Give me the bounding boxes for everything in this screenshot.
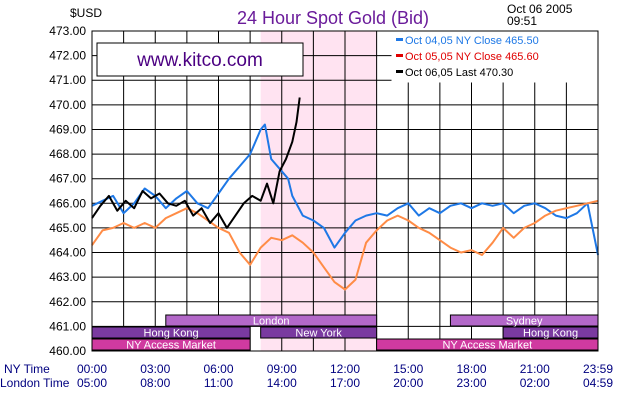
series-line-2 <box>91 199 599 291</box>
chart-series <box>91 97 599 291</box>
ny-time-tick: 06:00 <box>203 362 233 376</box>
ny-time-tick: 09:00 <box>267 362 297 376</box>
session-label: NY Access Market <box>442 340 532 352</box>
chart-title: 24 Hour Spot Gold (Bid) <box>237 8 429 28</box>
session-label: New York <box>295 328 342 340</box>
y-tick-label: 461.00 <box>49 319 86 333</box>
session-label: London <box>253 316 290 328</box>
y-tick-label: 465.00 <box>49 221 86 235</box>
legend-entry: Oct 06,05 Last 470.30 <box>405 67 513 79</box>
london-time-tick: 17:00 <box>330 376 360 390</box>
watermark-box: www.kitco.com <box>96 42 304 77</box>
plot-frame <box>91 30 599 352</box>
session-label: NY Access Market <box>126 340 216 352</box>
y-tick-label: 466.00 <box>49 196 86 210</box>
london-time-tick: 11:00 <box>204 376 233 390</box>
legend-entry: Oct 04,05 NY Close 465.50 <box>405 35 539 47</box>
london-time-label: London Time <box>0 376 70 390</box>
y-tick-label: 467.00 <box>49 172 86 186</box>
ny-time-label: NY Time <box>4 362 50 376</box>
y-tick-label: 469.00 <box>49 122 86 136</box>
y-tick-label: 462.00 <box>49 295 86 309</box>
ny-time-tick: 23:59 <box>583 362 613 376</box>
ny-time-tick: 18:00 <box>456 362 486 376</box>
y-tick-label: 463.00 <box>49 270 86 284</box>
header-date: Oct 06 2005 <box>507 2 573 16</box>
watermark-frame <box>96 42 304 77</box>
y-axis-unit-label: $USD <box>70 6 102 20</box>
header-time: 09:51 <box>507 14 537 28</box>
y-tick-label: 471.00 <box>49 73 86 87</box>
y-tick-label: 470.00 <box>49 98 86 112</box>
watermark-text: www.kitco.com <box>136 50 263 71</box>
london-time-tick: 08:00 <box>140 376 170 390</box>
session-label: Sydney <box>506 316 543 328</box>
session-bar <box>165 314 378 327</box>
legend-entry: Oct 05,05 NY Close 465.60 <box>405 51 539 63</box>
london-time-tick: 14:00 <box>267 376 297 390</box>
y-tick-label: 460.00 <box>49 344 86 358</box>
y-axis: 460.00 461.00 462.00 463.00 464.00 465.00 466.… <box>49 24 86 358</box>
legend-swatch <box>396 70 403 73</box>
legend: Oct 04,05 NY Close 465.50 Oct 05,05 NY Cl… <box>391 31 598 83</box>
legend-swatch <box>396 54 403 57</box>
ny-time-tick: 12:00 <box>330 362 360 376</box>
london-time-tick: 05:00 <box>77 376 107 390</box>
series-line-1 <box>91 123 599 256</box>
legend-background <box>391 31 598 83</box>
ny-session-highlight <box>260 31 377 351</box>
session-bar <box>260 326 378 339</box>
london-time-tick: 02:00 <box>520 376 550 390</box>
london-time-tick: 04:59 <box>583 376 613 390</box>
legend-swatch <box>396 38 403 41</box>
y-tick-label: 472.00 <box>49 49 86 63</box>
session-label: Hong Kong <box>144 328 199 340</box>
ny-session-band <box>260 31 377 351</box>
y-tick-label: 473.00 <box>49 24 86 38</box>
london-time-tick: 20:00 <box>393 376 423 390</box>
ny-time-tick: 03:00 <box>140 362 170 376</box>
y-tick-label: 468.00 <box>49 147 86 161</box>
ny-time-tick: 21:00 <box>520 362 550 376</box>
y-tick-label: 464.00 <box>49 246 86 260</box>
ny-time-tick: 00:00 <box>77 362 107 376</box>
series-line-3 <box>91 97 301 229</box>
ny-time-tick: 15:00 <box>393 362 423 376</box>
london-time-tick: 23:00 <box>456 376 486 390</box>
session-label: Hong Kong <box>523 328 578 340</box>
